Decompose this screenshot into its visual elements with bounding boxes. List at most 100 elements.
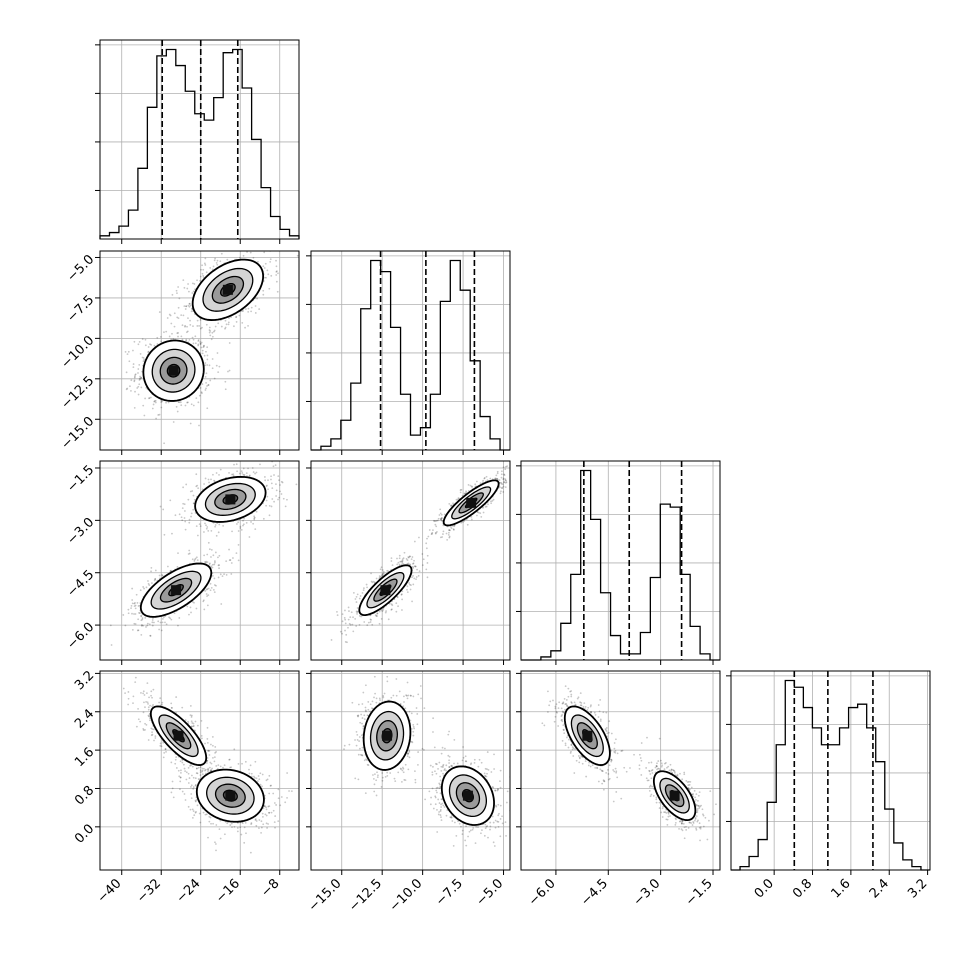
scatter-point — [207, 541, 210, 544]
y-tick-label: −15.0 — [59, 414, 98, 453]
scatter-point — [212, 330, 215, 333]
scatter-point — [266, 484, 268, 487]
scatter-point — [434, 532, 437, 535]
scatter-point — [194, 335, 197, 338]
scatter-point — [206, 561, 209, 564]
scatter-point — [413, 577, 416, 580]
scatter-point — [187, 283, 189, 285]
scatter-point — [197, 401, 200, 404]
scatter-point — [151, 696, 153, 699]
scatter-point — [371, 581, 374, 584]
scatter-point — [235, 321, 238, 323]
scatter-point — [247, 240, 249, 242]
scatter-point — [127, 691, 130, 693]
scatter-point — [267, 479, 269, 482]
histogram-panel-frame — [520, 460, 721, 661]
scatter-point — [219, 260, 222, 263]
scatter-point — [344, 641, 347, 643]
scatter-point — [193, 601, 195, 604]
scatter-point — [166, 565, 169, 568]
scatter-point — [159, 697, 162, 700]
scatter-point — [330, 639, 333, 641]
scatter-point — [238, 472, 241, 475]
scatter-point — [503, 474, 506, 476]
scatter-point — [379, 568, 382, 571]
scatter-point — [147, 346, 150, 348]
scatter-point — [199, 342, 202, 345]
scatter-point — [426, 562, 429, 564]
scatter-point — [356, 607, 359, 609]
scatter-point — [148, 584, 151, 586]
scatter-point — [416, 568, 418, 571]
scatter-point — [228, 559, 231, 562]
scatter-point — [158, 413, 161, 416]
scatter-point — [205, 527, 208, 530]
scatter-point — [151, 728, 154, 731]
scatter-point — [170, 569, 173, 572]
scatter-point — [352, 591, 355, 594]
scatter-point — [191, 282, 194, 285]
scatter-point — [137, 343, 140, 346]
scatter-point — [218, 523, 221, 526]
scatter-point — [210, 769, 213, 771]
scatter-point — [502, 491, 505, 493]
scatter-point — [193, 560, 196, 562]
scatter-point — [134, 390, 136, 393]
scatter-point — [434, 523, 437, 526]
scatter-point — [475, 480, 478, 483]
scatter-point — [390, 608, 393, 611]
scatter-point — [275, 489, 278, 492]
scatter-point — [171, 532, 173, 535]
scatter-point — [380, 566, 383, 569]
scatter-point — [177, 286, 180, 288]
scatter-point — [147, 739, 150, 741]
scatter-point — [195, 607, 198, 610]
scatter-point — [183, 286, 186, 289]
scatter-point — [443, 513, 446, 516]
scatter-point — [159, 744, 162, 747]
scatter-point — [144, 344, 147, 347]
scatter-point — [244, 326, 246, 329]
scatter-point — [153, 728, 155, 731]
scatter-point — [139, 378, 142, 380]
scatter-point — [455, 498, 458, 501]
scatter-point — [215, 751, 217, 753]
scatter-point — [146, 624, 149, 627]
scatter-point — [336, 614, 339, 617]
scatter-point — [133, 622, 136, 625]
scatter-point — [450, 527, 453, 530]
scatter-point — [110, 644, 113, 646]
scatter-point — [176, 316, 179, 319]
scatter-point — [180, 516, 183, 519]
scatter-point — [190, 512, 193, 515]
scatter-point — [346, 641, 348, 644]
scatter-point — [247, 324, 249, 327]
scatter-point — [224, 326, 227, 329]
scatter-point — [154, 578, 157, 581]
scatter-point — [286, 498, 288, 501]
scatter-point — [457, 497, 460, 499]
scatter-point — [406, 591, 409, 594]
scatter-point — [490, 500, 492, 503]
scatter-point — [230, 573, 233, 575]
scatter-point — [361, 592, 364, 594]
scatter-point — [125, 388, 128, 391]
scatter-point — [138, 611, 140, 614]
scatter-point — [181, 507, 184, 510]
scatter-point — [175, 405, 178, 408]
scatter-point — [141, 338, 144, 341]
scatter-point — [252, 522, 255, 525]
scatter-point — [212, 265, 215, 268]
scatter-point — [435, 519, 438, 522]
scatter-point — [140, 376, 143, 379]
scatter-point — [174, 758, 177, 761]
scatter-point — [198, 523, 201, 526]
scatter-point — [264, 262, 267, 265]
scatter-point — [203, 483, 205, 485]
scatter-point — [363, 587, 365, 590]
scatter-point — [185, 338, 188, 341]
scatter-point — [127, 703, 130, 706]
scatter-point — [238, 314, 241, 317]
scatter-point — [142, 357, 145, 359]
scatter-point — [169, 499, 172, 502]
